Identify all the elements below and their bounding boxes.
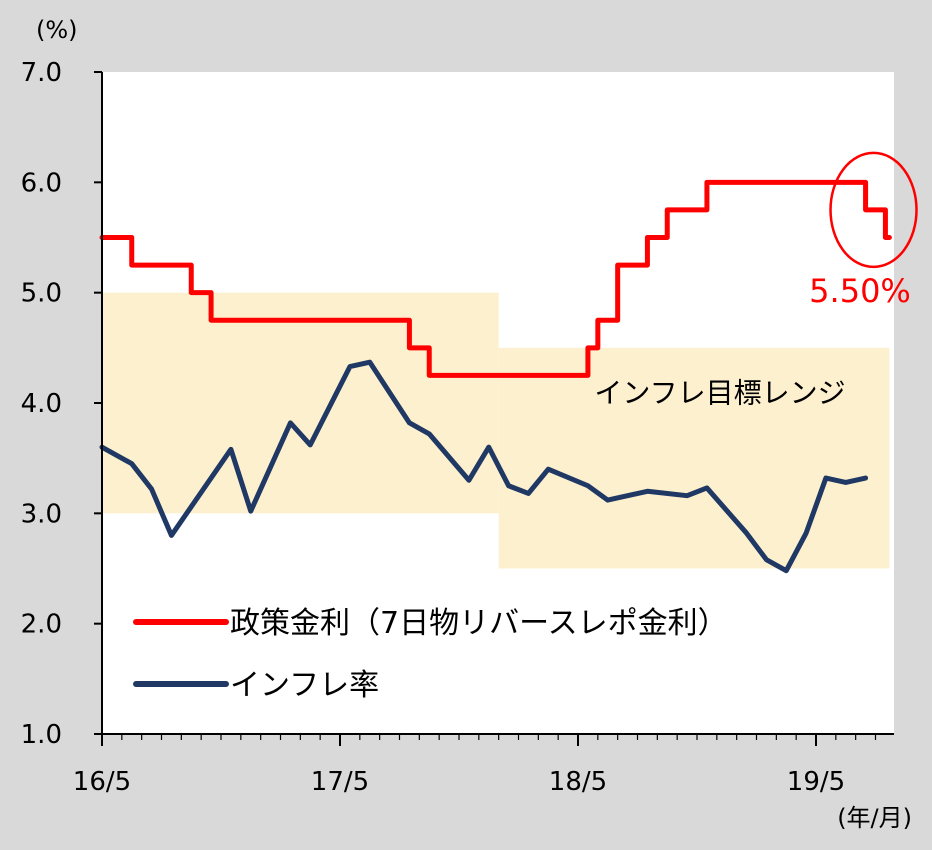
y-tick-label: 2.0 — [21, 610, 62, 640]
target-range-label: インフレ目標レンジ — [594, 377, 845, 410]
x-tick-label: 16/5 — [73, 767, 131, 797]
x-tick-label: 17/5 — [311, 767, 369, 797]
target-range-band-2 — [498, 347, 890, 569]
y-tick-label: 1.0 — [21, 720, 62, 750]
y-unit-label: (%) — [36, 16, 78, 44]
y-tick-label: 6.0 — [21, 168, 62, 198]
policy-rate-line — [99, 179, 892, 378]
y-tick-label: 3.0 — [21, 499, 62, 529]
legend-label-1: 政策金利（7日物リバースレポ金利） — [230, 606, 728, 641]
legend-label-2: インフレ率 — [230, 668, 379, 703]
x-tick-label: 19/5 — [787, 767, 845, 797]
y-tick-label: 4.0 — [21, 389, 62, 419]
x-unit-label: (年/月) — [837, 804, 912, 832]
highlight-circle — [829, 151, 918, 269]
inflation-rate-line — [99, 359, 869, 574]
y-tick-label: 7.0 — [21, 58, 62, 88]
y-tick-label: 5.0 — [21, 279, 62, 309]
callout-label: 5.50% — [809, 272, 911, 310]
target-range-band-1 — [102, 292, 499, 514]
x-tick-label: 18/5 — [549, 767, 607, 797]
